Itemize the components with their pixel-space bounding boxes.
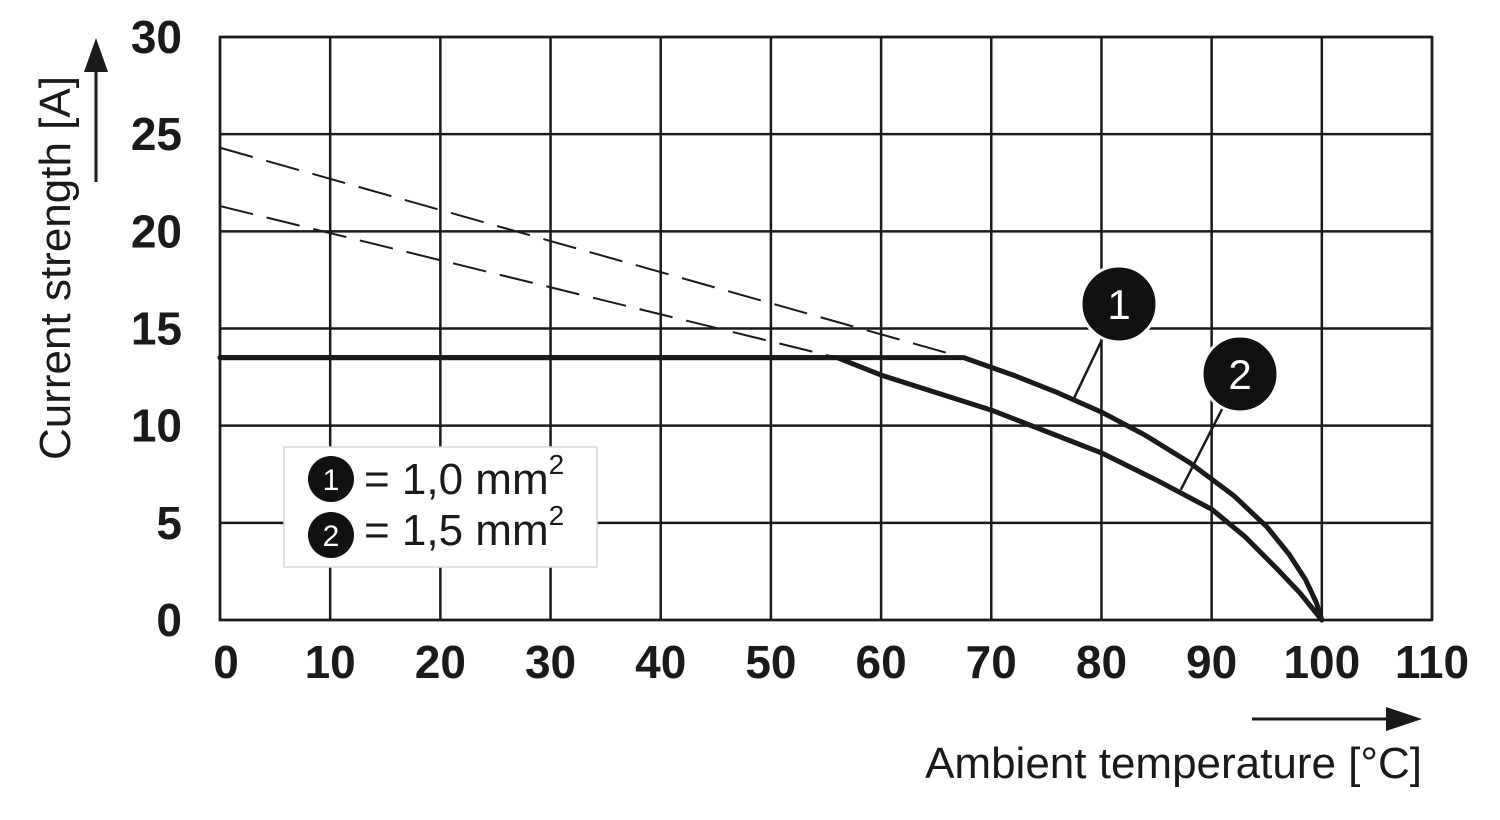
x-tick-label: 10	[305, 636, 356, 688]
callout-leader-1	[1072, 337, 1104, 399]
x-axis-title: Ambient temperature [°C]	[925, 739, 1422, 788]
curve-markers: 12	[1072, 264, 1280, 491]
y-axis-arrow	[84, 38, 108, 182]
legend-label-1: = 1,0 mm	[364, 455, 549, 504]
y-tick-label: 15	[131, 303, 182, 355]
curve-2	[217, 355, 1325, 623]
legend-label-1-sup: 2	[549, 449, 565, 480]
y-axis-title: Current strength [A]	[31, 76, 80, 460]
x-tick-label: 0	[213, 636, 239, 688]
x-tick-label: 60	[856, 636, 907, 688]
x-tick-label: 20	[415, 636, 466, 688]
x-tick-label: 70	[966, 636, 1017, 688]
x-tick-label: 100	[1283, 636, 1360, 688]
legend-label-2: = 1,5 mm	[364, 506, 549, 555]
x-tick-label: 40	[635, 636, 686, 688]
legend-marker-1-number: 1	[323, 464, 340, 497]
svg-text:= 1,0 mm2: = 1,0 mm2	[364, 449, 564, 504]
extrapolation-line-1	[219, 146, 964, 359]
x-tick-label: 50	[745, 636, 796, 688]
callout-number-2: 2	[1228, 351, 1251, 398]
tick-labels: 0 10 20 30 40 50 60 70 80 90 100 110 0 5 10 15 20 25 30	[131, 11, 1469, 688]
x-tick-label: 90	[1186, 636, 1237, 688]
curves	[217, 355, 1325, 623]
x-tick-label: 30	[525, 636, 576, 688]
legend-item-1: 1 = 1,0 mm2	[308, 449, 564, 504]
y-tick-label: 20	[131, 205, 182, 257]
callout-leader-2	[1179, 407, 1224, 491]
svg-text:= 1,5 mm2: = 1,5 mm2	[364, 500, 564, 555]
extrapolation-line-2	[219, 205, 838, 359]
legend: 1 = 1,0 mm2 2 = 1,5 mm2	[283, 446, 598, 568]
curve-1	[217, 355, 1325, 623]
y-tick-label: 30	[131, 11, 182, 63]
x-tick-label: 110	[1395, 636, 1469, 688]
x-axis-arrow	[1252, 707, 1422, 731]
y-tick-label: 5	[156, 497, 182, 549]
y-tick-label: 10	[131, 400, 182, 452]
legend-marker-2-number: 2	[323, 520, 340, 553]
callout-badge-2	[1200, 334, 1280, 414]
callout-number-1: 1	[1107, 281, 1130, 328]
x-tick-label: 80	[1076, 636, 1127, 688]
legend-item-2: 2 = 1,5 mm2	[308, 500, 564, 558]
y-tick-label: 25	[131, 108, 182, 160]
callout-badge-1	[1079, 264, 1159, 344]
legend-label-2-sup: 2	[549, 500, 565, 531]
legend-marker-1	[308, 456, 354, 502]
extrapolation-lines	[219, 146, 964, 359]
y-tick-label: 0	[156, 594, 182, 646]
legend-marker-2	[308, 512, 354, 558]
